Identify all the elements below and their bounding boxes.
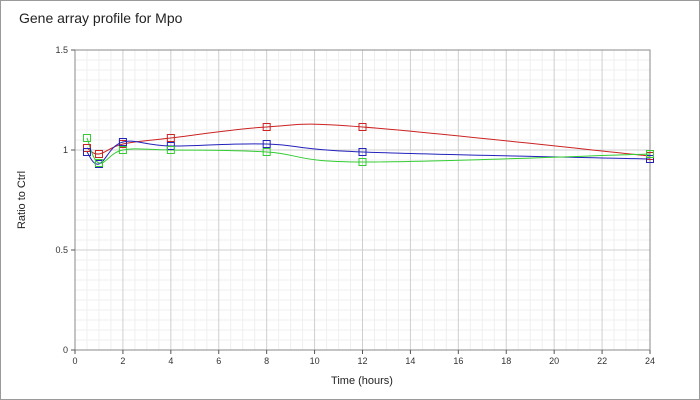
y-axis-label: Ratio to Ctrl	[16, 171, 28, 229]
x-tick-label: 20	[549, 356, 559, 366]
series-3-point	[358, 158, 367, 166]
series-1-point	[94, 150, 103, 158]
y-tick-label: 1	[63, 145, 68, 155]
x-tick-label: 14	[405, 356, 415, 366]
x-tick-label: 22	[597, 356, 607, 366]
x-tick-label: 16	[453, 356, 463, 366]
series-1-point	[358, 123, 367, 131]
series-1-point	[166, 134, 175, 142]
x-tick-label: 2	[120, 356, 125, 366]
series-2-point	[82, 148, 91, 156]
series-3-point	[166, 146, 175, 154]
x-tick-label: 8	[264, 356, 269, 366]
x-axis-label: Time (hours)	[331, 375, 393, 387]
series-2-point	[646, 155, 654, 163]
series-3-point	[118, 146, 127, 154]
series-2-point	[358, 148, 367, 156]
x-tick-label: 24	[645, 356, 655, 366]
y-axis-ticks: 0 0.5 1 1.5	[55, 45, 75, 355]
y-tick-label: 1.5	[55, 45, 68, 55]
series-1-point	[262, 123, 271, 131]
x-axis-ticks: 0 2 4 6 8 10 12 14 16 18 20 22 24	[72, 350, 655, 366]
x-tick-label: 4	[168, 356, 173, 366]
x-tick-label: 12	[357, 356, 367, 366]
x-tick-label: 6	[216, 356, 221, 366]
x-tick-label: 18	[501, 356, 511, 366]
y-tick-label: 0.5	[55, 245, 68, 255]
series-3-point	[646, 150, 654, 158]
series-2-point	[262, 140, 271, 148]
series-3-point	[94, 159, 103, 167]
x-tick-label: 10	[310, 356, 320, 366]
series-markers	[82, 123, 654, 168]
y-tick-label: 0	[63, 345, 68, 355]
series-3-point	[262, 148, 271, 156]
x-tick-label: 0	[72, 356, 77, 366]
chart-title: Gene array profile for Mpo	[19, 10, 183, 26]
series-2-point	[118, 138, 127, 146]
series-3-point	[82, 134, 91, 142]
